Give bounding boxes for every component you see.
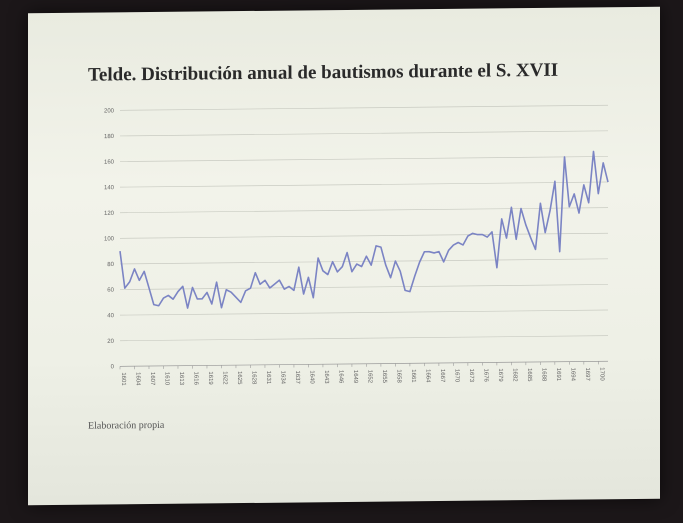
x-tick-label: 1601 bbox=[120, 372, 126, 386]
x-tick-label: 1691 bbox=[555, 368, 561, 382]
gridline bbox=[120, 156, 608, 162]
y-tick-label: 100 bbox=[104, 236, 115, 242]
x-tick-label: 1616 bbox=[192, 372, 198, 386]
gridline bbox=[120, 309, 608, 316]
y-tick-label: 60 bbox=[107, 288, 114, 294]
slide: Telde. Distribución anual de bautismos d… bbox=[28, 6, 660, 506]
x-tick-label: 1628 bbox=[250, 371, 256, 385]
x-tick-label: 1676 bbox=[482, 368, 488, 382]
x-tick-label: 1664 bbox=[424, 369, 430, 383]
x-tick-label: 1682 bbox=[511, 368, 517, 382]
x-tick-label: 1655 bbox=[381, 370, 387, 384]
gridline bbox=[120, 360, 608, 367]
y-tick-label: 120 bbox=[104, 211, 115, 217]
source-note: Elaboración propia bbox=[88, 419, 165, 432]
y-tick-label: 20 bbox=[107, 339, 114, 345]
x-tick-label: 1634 bbox=[279, 371, 285, 385]
y-tick-label: 0 bbox=[111, 364, 115, 370]
gridline bbox=[120, 104, 608, 111]
x-tick-label: 1613 bbox=[178, 372, 184, 386]
x-tick-label: 1610 bbox=[163, 372, 169, 386]
x-tick-label: 1679 bbox=[497, 368, 503, 382]
x-tick-label: 1646 bbox=[337, 370, 343, 384]
x-tick-label: 1670 bbox=[453, 369, 459, 383]
line-chart: 0 20 40 60 80 100 120 140 160 180 200 1601 1604 1607 1… bbox=[104, 104, 609, 386]
gridline bbox=[120, 130, 608, 137]
y-tick-label: 80 bbox=[107, 262, 114, 268]
x-tick-label: 1658 bbox=[395, 369, 401, 383]
x-tick-label: 1652 bbox=[366, 370, 372, 384]
series-line bbox=[119, 150, 609, 309]
x-tick-label: 1625 bbox=[236, 371, 242, 385]
x-tick-label: 1643 bbox=[323, 370, 329, 384]
gridline bbox=[120, 284, 608, 290]
x-tick-label: 1661 bbox=[410, 369, 416, 383]
y-tick-label: 140 bbox=[104, 185, 115, 191]
gridline bbox=[120, 181, 608, 188]
x-tick-label: 1604 bbox=[134, 372, 140, 386]
gridline bbox=[120, 207, 608, 214]
x-tick-label: 1619 bbox=[207, 371, 213, 385]
x-tick-label: 1649 bbox=[352, 370, 358, 384]
y-tick-label: 200 bbox=[104, 108, 115, 114]
gridline bbox=[120, 335, 608, 342]
gridline bbox=[120, 232, 608, 239]
x-tick-label: 1607 bbox=[149, 372, 155, 386]
x-tick-label: 1688 bbox=[540, 368, 546, 382]
x-tick-label: 1697 bbox=[584, 367, 590, 381]
x-tick-label: 1637 bbox=[294, 370, 300, 384]
x-tick-label: 1622 bbox=[221, 371, 227, 385]
y-tick-label: 180 bbox=[104, 134, 115, 140]
x-tick-label: 1694 bbox=[569, 368, 575, 382]
x-tick-label: 1667 bbox=[439, 369, 445, 383]
x-tick-label: 1685 bbox=[526, 368, 532, 382]
x-tick-label: 1631 bbox=[265, 371, 271, 385]
x-tick-label: 1700 bbox=[598, 367, 604, 381]
y-tick-label: 40 bbox=[107, 313, 114, 319]
x-tick-label: 1673 bbox=[468, 369, 474, 383]
x-tick-label: 1640 bbox=[308, 370, 314, 384]
y-tick-label: 160 bbox=[104, 160, 115, 166]
